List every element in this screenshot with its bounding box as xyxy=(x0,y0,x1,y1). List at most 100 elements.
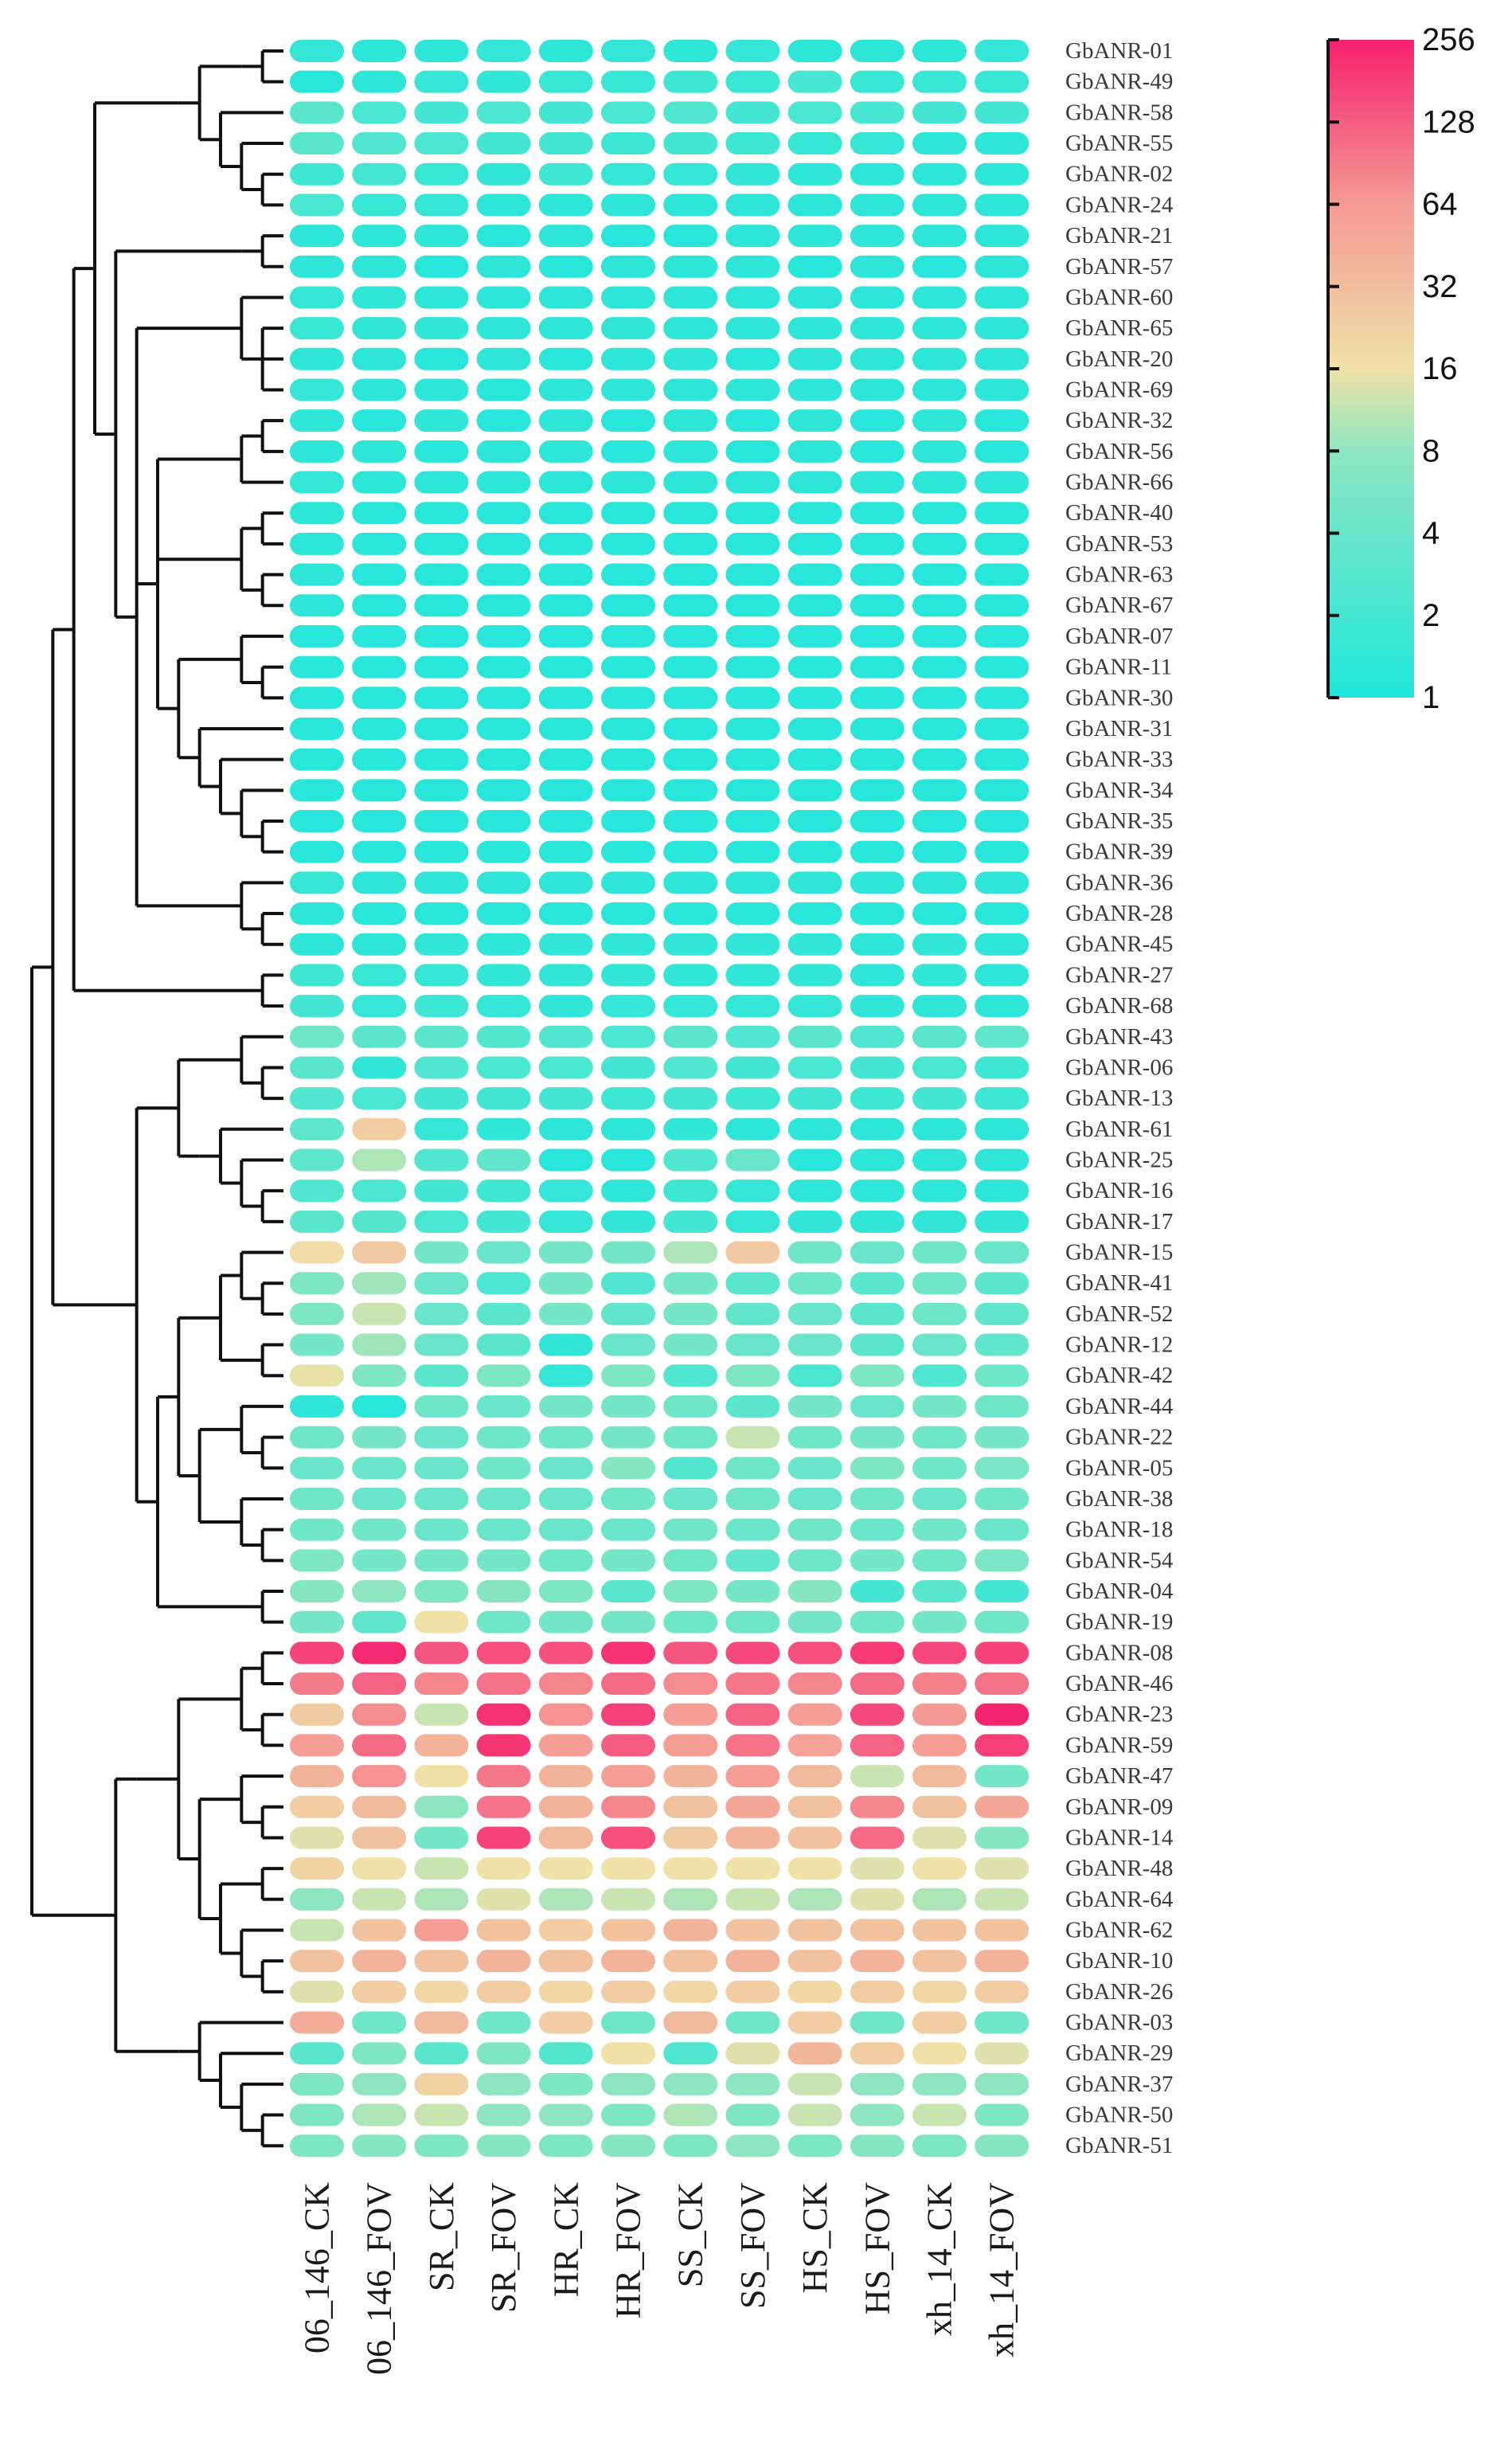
row-label: GbANR-37 xyxy=(1065,2072,1173,2097)
heatmap-cell xyxy=(912,2011,967,2034)
heatmap-cell xyxy=(975,871,1029,894)
heatmap-cell xyxy=(290,1148,344,1172)
heatmap-cell xyxy=(975,1765,1029,1788)
heatmap-cell xyxy=(290,1610,344,1633)
row-label: GbANR-61 xyxy=(1065,1117,1173,1142)
heatmap-cell xyxy=(290,594,344,617)
row-label: GbANR-38 xyxy=(1065,1486,1173,1512)
heatmap-cell xyxy=(663,132,718,155)
heatmap-cell xyxy=(414,1795,469,1818)
heatmap-cell xyxy=(290,1826,344,1849)
heatmap-cell xyxy=(290,1117,344,1140)
heatmap-cell xyxy=(912,440,967,463)
heatmap-cell xyxy=(663,1210,718,1233)
heatmap-cell xyxy=(352,1333,407,1356)
heatmap-cell xyxy=(725,995,780,1018)
heatmap-cell xyxy=(601,1549,655,1572)
heatmap-cell xyxy=(725,840,780,863)
heatmap-cell xyxy=(912,1857,967,1880)
heatmap-cell xyxy=(912,1888,967,1911)
heatmap-cell xyxy=(352,748,407,771)
heatmap-cell xyxy=(352,1148,407,1172)
heatmap-cell xyxy=(290,1518,344,1541)
heatmap-cell xyxy=(414,132,469,155)
heatmap-cell xyxy=(850,132,904,155)
row-label: GbANR-69 xyxy=(1065,377,1173,402)
heatmap-cell xyxy=(912,70,967,93)
heatmap-cell xyxy=(787,2042,842,2065)
heatmap-cell xyxy=(290,779,344,802)
heatmap-cell xyxy=(352,933,407,956)
heatmap-cell xyxy=(787,1610,842,1633)
heatmap-cell xyxy=(663,748,718,771)
heatmap-cell xyxy=(476,1210,531,1233)
heatmap-cell xyxy=(912,1056,967,1079)
heatmap-cell xyxy=(352,779,407,802)
heatmap-cell xyxy=(975,317,1029,340)
heatmap-cell xyxy=(787,1580,842,1602)
heatmap-cell xyxy=(476,2103,531,2126)
row-label: GbANR-63 xyxy=(1065,562,1173,588)
heatmap-cell xyxy=(663,1395,718,1418)
heatmap-cell xyxy=(290,1210,344,1233)
heatmap-cell xyxy=(975,40,1029,62)
heatmap-cell xyxy=(850,70,904,93)
row-label: GbANR-29 xyxy=(1065,2040,1173,2066)
heatmap-cell xyxy=(912,1241,967,1264)
heatmap-cell xyxy=(912,1673,967,1696)
heatmap-cell xyxy=(538,2072,593,2095)
heatmap-cell xyxy=(414,1703,469,1726)
heatmap-cell xyxy=(476,687,531,710)
heatmap-cell xyxy=(912,687,967,710)
heatmap-cell xyxy=(850,471,904,494)
heatmap-cell xyxy=(476,1333,531,1356)
heatmap-cell xyxy=(663,471,718,494)
row-label: GbANR-11 xyxy=(1065,655,1172,680)
heatmap-cell xyxy=(414,1025,469,1048)
heatmap-cell xyxy=(290,1180,344,1203)
heatmap-cell xyxy=(975,964,1029,987)
heatmap-cell xyxy=(850,1950,904,1973)
heatmap-cell xyxy=(725,1950,780,1973)
heatmap-cell xyxy=(975,563,1029,586)
heatmap-cell xyxy=(352,1673,407,1696)
heatmap-cell xyxy=(663,2134,718,2158)
heatmap-cell xyxy=(850,378,904,401)
heatmap-cell xyxy=(787,871,842,894)
heatmap-cell xyxy=(787,1518,842,1541)
heatmap-cell xyxy=(725,409,780,432)
heatmap-cell xyxy=(912,1302,967,1325)
heatmap-cell xyxy=(912,162,967,186)
column-label: 06_146_CK xyxy=(298,2182,337,2353)
heatmap-cell xyxy=(975,2072,1029,2095)
heatmap-cell xyxy=(787,40,842,62)
heatmap-cell xyxy=(725,1610,780,1633)
heatmap-cell xyxy=(538,378,593,401)
heatmap-cell xyxy=(352,286,407,309)
heatmap-cell xyxy=(663,1919,718,1942)
row-label: GbANR-03 xyxy=(1065,2010,1173,2036)
heatmap-cell xyxy=(290,871,344,894)
row-labels: GbANR-01 GbANR-49 GbANR-58 GbANR-55 GbANR-02… xyxy=(1065,38,1174,2158)
heatmap-cell xyxy=(912,810,967,832)
heatmap-cell xyxy=(476,779,531,802)
heatmap-cell xyxy=(601,840,655,863)
heatmap-cell xyxy=(912,225,967,248)
heatmap-cell xyxy=(850,1888,904,1911)
heatmap-cell xyxy=(787,1826,842,1849)
heatmap-cell xyxy=(850,1919,904,1942)
heatmap-cell xyxy=(975,1610,1029,1633)
heatmap-cell xyxy=(975,2103,1029,2126)
heatmap-cell xyxy=(476,1950,531,1973)
heatmap-cell xyxy=(912,378,967,401)
heatmap-cell xyxy=(725,748,780,771)
heatmap-cell xyxy=(663,502,718,525)
heatmap-cell xyxy=(352,194,407,217)
heatmap-cell xyxy=(725,1210,780,1233)
heatmap-cell xyxy=(601,2042,655,2065)
heatmap-cell xyxy=(538,1210,593,1233)
heatmap-cell xyxy=(912,964,967,987)
heatmap-cell xyxy=(601,1980,655,2003)
heatmap-cell xyxy=(725,902,780,925)
heatmap-cell xyxy=(290,563,344,586)
